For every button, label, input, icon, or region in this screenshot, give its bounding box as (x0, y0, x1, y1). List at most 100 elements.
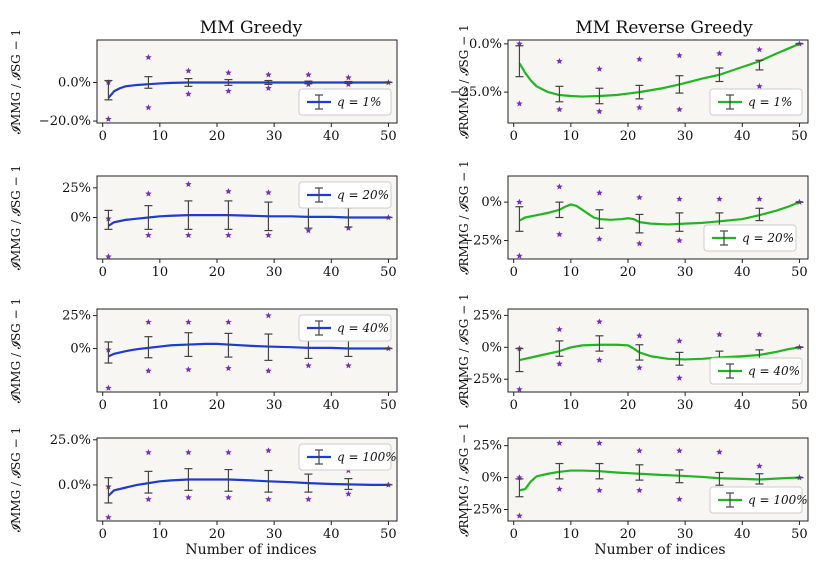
legend-label: q = 40% (748, 364, 800, 378)
panel-g1: 0 10 20 30 40 50 0.0% −20.0% 𝓘MMG / 𝓘SG − 1 q = 1… (9, 29, 398, 144)
error-bar (144, 336, 153, 359)
scatter-star (105, 384, 112, 391)
x-tick-label: 10 (563, 527, 580, 542)
legend: q = 20% (703, 224, 797, 252)
scatter-star (636, 104, 643, 111)
error-bar (144, 205, 153, 230)
scatter-star (105, 253, 112, 260)
x-tick-label: 10 (152, 527, 169, 542)
panel-g40: 0 10 20 30 40 50 25% 0% 𝓘MMG / 𝓘SG − 1 q = 40% (9, 298, 398, 413)
scatter-star (185, 318, 192, 325)
x-tick-label: 30 (266, 129, 283, 144)
legend-label: q = 1% (337, 95, 381, 109)
scatter-star (676, 495, 683, 503)
x-tick-label: 50 (791, 527, 808, 542)
scatter-star (556, 360, 563, 367)
legend-label: q = 40% (337, 321, 389, 335)
legend: q = 20% (298, 181, 392, 209)
x-axis-label-left: Number of indices (185, 542, 316, 558)
error-bar (675, 212, 684, 232)
error-bar (104, 209, 113, 230)
scatter-star (596, 356, 603, 363)
scatter-star (516, 40, 523, 47)
error-bar (304, 80, 313, 85)
legend-label: q = 100% (748, 493, 808, 507)
scatter-star (556, 183, 563, 190)
y-tick-label: −20.0% (39, 114, 91, 129)
x-axis-label-right: Number of indices (594, 542, 725, 558)
scatter-star (105, 513, 112, 521)
y-axis-label: 𝓘MMG / 𝓘SG − 1 (9, 298, 23, 403)
x-tick-label: 0 (510, 265, 518, 280)
scatter-star (225, 449, 232, 456)
scatter-star (265, 71, 272, 78)
x-tick-label: 20 (620, 129, 637, 144)
error-bar (715, 471, 724, 486)
series-line (519, 343, 800, 362)
error-bar (635, 344, 644, 361)
x-tick-label: 0 (99, 265, 107, 280)
scatter-star (596, 235, 603, 242)
scatter-star (185, 494, 192, 501)
error-bar (184, 332, 193, 358)
x-tick-label: 30 (677, 129, 694, 144)
error-bar (755, 207, 764, 222)
scatter-star (305, 71, 312, 78)
series-line (519, 469, 800, 492)
y-tick-label: 0% (481, 471, 502, 486)
scatter-star (265, 312, 272, 319)
y-tick-label: 25.0% (50, 433, 91, 448)
x-tick-label: 10 (563, 265, 580, 280)
x-tick-label: 40 (323, 398, 340, 413)
y-axis-label: 𝓘MMG / 𝓘SG − 1 (9, 29, 23, 134)
x-tick-label: 50 (791, 398, 808, 413)
panel-r20: 0 10 20 30 40 50 0% −25%𝓘RMMG / 𝓘SG − 1 q = 20% (457, 160, 809, 280)
scatter-star (716, 50, 723, 57)
error-bar (264, 333, 273, 361)
y-tick-label: 25% (473, 439, 502, 454)
scatter-star (185, 180, 192, 188)
error-bar (224, 468, 233, 492)
scatter-star (185, 366, 192, 373)
series-line (107, 478, 389, 497)
scatter-star (516, 100, 523, 107)
x-tick-label: 50 (380, 265, 397, 280)
error-bar (595, 335, 604, 352)
x-tick-label: 20 (209, 398, 226, 413)
error-bar (224, 78, 233, 86)
error-bar (555, 201, 564, 219)
legend: q = 100% (298, 443, 397, 471)
x-tick-label: 0 (99, 129, 107, 144)
scatter-star (596, 65, 603, 72)
x-tick-label: 0 (510, 527, 518, 542)
x-tick-label: 50 (380, 129, 397, 144)
error-bar (595, 87, 604, 105)
scatter-star (185, 67, 192, 74)
scatter-star (756, 46, 763, 53)
scatter-star (676, 52, 683, 59)
error-bar (224, 332, 233, 358)
scatter-star (185, 231, 192, 239)
scatter-star (556, 439, 563, 446)
error-bar (635, 84, 644, 100)
scatter-star (676, 337, 683, 344)
legend-label: q = 100% (337, 450, 397, 464)
y-axis-label: 𝓘RMMG / 𝓘SG − 1 (457, 160, 471, 274)
scatter-star (636, 447, 643, 454)
error-bar (344, 477, 353, 491)
scatter-star (305, 227, 312, 234)
y-axis-label: 𝓘RMMG / 𝓘SG − 1 (457, 422, 471, 536)
scatter-star (716, 195, 723, 202)
x-tick-label: 40 (323, 265, 340, 280)
scatter-star (345, 224, 352, 231)
y-axis-label: 𝓘RMMG / 𝓘SG − 1 (457, 24, 471, 138)
error-bar (555, 462, 564, 480)
legend-label: q = 1% (748, 95, 792, 109)
y-tick-label: 25% (62, 309, 91, 324)
x-tick-label: 30 (677, 527, 694, 542)
error-bar (264, 201, 273, 232)
series-line (107, 342, 389, 358)
y-tick-label: 0.0% (58, 478, 91, 493)
scatter-star (145, 190, 152, 197)
